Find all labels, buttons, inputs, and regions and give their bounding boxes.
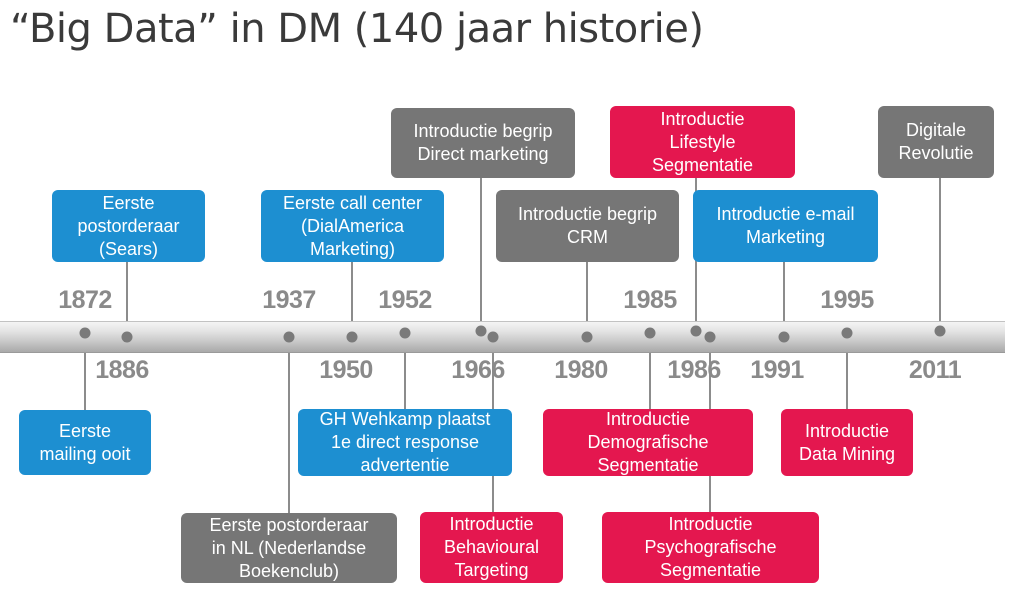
connector-1872 — [84, 334, 86, 410]
year-label-1986: 1986 — [667, 356, 721, 384]
year-label-2011: 2011 — [908, 356, 962, 384]
timeline-dot-1872 — [79, 327, 91, 339]
year-label-1995: 1995 — [820, 286, 874, 314]
year-label-1937: 1937 — [262, 286, 316, 314]
event-text-call-center: Eerste call center (DialAmerica Marketin… — [282, 192, 423, 259]
timeline-dot-1952 — [399, 327, 411, 339]
event-box-wehkamp: GH Wehkamp plaatst 1e direct response ad… — [298, 409, 512, 476]
timeline-dot-1886 — [121, 331, 133, 343]
timeline-dot-1991 — [778, 331, 790, 343]
timeline-dot-1966a — [475, 325, 487, 337]
year-label-1985: 1985 — [623, 286, 677, 314]
timeline-dot-1986b — [704, 331, 716, 343]
event-text-boekenclub: Eerste postorderaar in NL (Nederlandse B… — [209, 514, 369, 581]
event-box-call-center: Eerste call center (DialAmerica Marketin… — [261, 190, 444, 262]
year-label-1952: 1952 — [378, 286, 432, 314]
event-text-email-marketing: Introductie e-mail Marketing — [716, 204, 855, 247]
event-box-first-mailing: Eerste mailing ooit — [19, 410, 151, 475]
connector-2011 — [939, 178, 941, 332]
connector-1952 — [404, 334, 406, 410]
connector-1995 — [846, 334, 848, 410]
event-box-email-marketing: Introductie e-mail Marketing — [693, 190, 878, 262]
timeline-dot-1986a — [690, 325, 702, 337]
event-box-data-mining: Introductie Data Mining — [781, 409, 913, 476]
event-box-behavioural-targeting: Introductie Behavioural Targeting — [420, 512, 563, 583]
connector-1980 — [586, 262, 588, 338]
timeline-dot-1937 — [283, 331, 295, 343]
connector-1985 — [649, 334, 651, 410]
event-text-psychografische-segmentatie: Introductie Psychografische Segmentatie — [644, 514, 777, 580]
page-title: “Big Data” in DM (140 jaar historie) — [10, 6, 704, 52]
event-box-digitale-revolutie: Digitale Revolutie — [878, 106, 994, 178]
connector-1966a — [480, 178, 482, 332]
event-box-lifestyle-segmentatie: Introductie Lifestyle Segmentatie — [610, 106, 795, 178]
event-box-demografische-segmentatie: Introductie Demografische Segmentatie — [543, 409, 753, 476]
connector-1950 — [351, 262, 353, 338]
event-text-sears: Eerste postorderaar (Sears) — [77, 192, 180, 259]
event-text-behavioural-targeting: Introductie Behavioural Targeting — [443, 514, 540, 580]
connector-1991 — [783, 262, 785, 338]
year-label-1966: 1966 — [451, 356, 505, 384]
event-text-direct-marketing: Introductie begrip Direct marketing — [413, 121, 553, 164]
timeline-dot-1980 — [581, 331, 593, 343]
year-label-1950: 1950 — [319, 356, 373, 384]
event-box-direct-marketing: Introductie begrip Direct marketing — [391, 108, 575, 178]
event-text-wehkamp: GH Wehkamp plaatst 1e direct response ad… — [319, 409, 491, 475]
event-box-boekenclub: Eerste postorderaar in NL (Nederlandse B… — [181, 513, 397, 583]
event-box-sears: Eerste postorderaar (Sears) — [52, 190, 205, 262]
year-label-1872: 1872 — [58, 286, 112, 314]
connector-1937 — [288, 338, 290, 514]
year-label-1991: 1991 — [750, 356, 804, 384]
event-text-crm: Introductie begrip CRM — [517, 204, 658, 247]
event-box-crm: Introductie begrip CRM — [496, 190, 679, 262]
timeline-bar — [0, 321, 1005, 353]
event-text-demografische-segmentatie: Introductie Demografische Segmentatie — [587, 409, 709, 475]
year-label-1886: 1886 — [95, 356, 149, 384]
connector-1886 — [126, 262, 128, 338]
timeline-dot-2011 — [934, 325, 946, 337]
timeline-dot-1985 — [644, 327, 656, 339]
event-box-psychografische-segmentatie: Introductie Psychografische Segmentatie — [602, 512, 819, 583]
year-label-1980: 1980 — [554, 356, 608, 384]
event-text-lifestyle-segmentatie: Introductie Lifestyle Segmentatie — [651, 108, 754, 175]
timeline-dot-1966b — [487, 331, 499, 343]
event-text-digitale-revolutie: Digitale Revolutie — [898, 120, 974, 163]
timeline-dot-1950 — [346, 331, 358, 343]
timeline-dot-1995 — [841, 327, 853, 339]
event-text-first-mailing: Eerste mailing ooit — [39, 420, 131, 464]
event-text-data-mining: Introductie Data Mining — [798, 420, 896, 464]
